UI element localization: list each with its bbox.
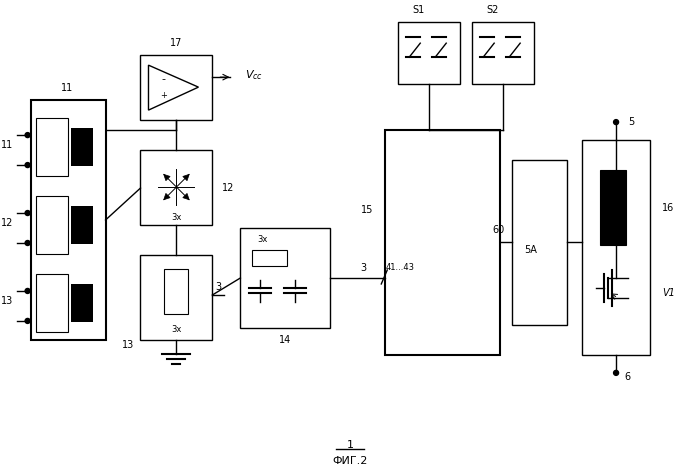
Bar <box>398 22 460 84</box>
Text: 13: 13 <box>122 340 135 350</box>
Circle shape <box>614 370 619 375</box>
Text: 5: 5 <box>628 117 634 127</box>
Text: $V_{cc}$: $V_{cc}$ <box>245 68 264 82</box>
Text: 16: 16 <box>662 203 675 213</box>
Text: ФИГ.2: ФИГ.2 <box>333 456 368 466</box>
Text: 11: 11 <box>1 140 13 150</box>
Bar <box>252 250 287 266</box>
Text: 12: 12 <box>1 218 13 228</box>
Bar <box>512 160 567 325</box>
Text: 3: 3 <box>215 282 222 292</box>
Circle shape <box>25 319 30 323</box>
Text: 41...43: 41...43 <box>386 264 415 273</box>
Polygon shape <box>164 193 170 200</box>
Bar <box>36 196 68 254</box>
Text: 14: 14 <box>279 335 291 345</box>
Circle shape <box>25 210 30 216</box>
Text: 12: 12 <box>222 183 235 193</box>
Text: 5A: 5A <box>524 245 537 255</box>
Text: +: + <box>160 91 167 100</box>
Bar <box>31 100 106 340</box>
Circle shape <box>25 289 30 293</box>
Text: 6: 6 <box>624 372 630 382</box>
Text: 60: 60 <box>492 225 504 235</box>
Bar <box>240 228 331 328</box>
Circle shape <box>25 163 30 168</box>
Text: 3x: 3x <box>257 236 268 245</box>
Circle shape <box>25 240 30 246</box>
Text: 3: 3 <box>360 263 366 273</box>
Bar <box>140 255 212 340</box>
Polygon shape <box>164 174 170 181</box>
Text: S2: S2 <box>486 5 498 15</box>
Text: 3x: 3x <box>171 212 182 221</box>
Text: 1: 1 <box>347 440 354 450</box>
Bar <box>36 118 68 176</box>
Text: 17: 17 <box>171 38 182 48</box>
Polygon shape <box>183 174 189 181</box>
Bar <box>164 269 189 314</box>
Polygon shape <box>183 193 189 200</box>
Bar <box>600 170 626 245</box>
Text: 15: 15 <box>361 205 373 215</box>
Bar <box>385 130 500 355</box>
Text: V1: V1 <box>662 288 675 298</box>
Text: 3x: 3x <box>171 326 182 335</box>
Text: 13: 13 <box>1 296 13 306</box>
Bar <box>71 284 92 322</box>
Circle shape <box>614 119 619 125</box>
Bar <box>582 140 650 355</box>
Text: 11: 11 <box>62 83 73 93</box>
Bar <box>36 274 68 332</box>
Text: S1: S1 <box>412 5 424 15</box>
Bar <box>473 22 534 84</box>
Bar <box>140 150 212 225</box>
Bar <box>140 55 212 120</box>
Circle shape <box>25 133 30 137</box>
Text: -: - <box>161 74 166 84</box>
Bar <box>71 206 92 244</box>
Bar <box>71 128 92 166</box>
